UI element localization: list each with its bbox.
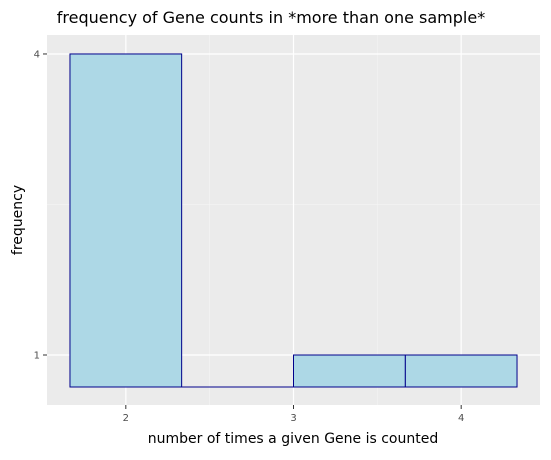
x-tick-label: 2: [123, 413, 129, 424]
x-tick-label: 3: [290, 413, 296, 424]
histogram-bar: [69, 53, 183, 388]
histogram-bars: [69, 53, 518, 388]
y-tick-label: 1: [34, 351, 40, 362]
x-axis-label: number of times a given Gene is counted: [148, 431, 438, 447]
y-tick-label: 4: [34, 49, 40, 60]
chart-title: frequency of Gene counts in *more than o…: [57, 8, 485, 27]
histogram-bar: [404, 354, 518, 388]
x-tick-label: 4: [458, 413, 464, 424]
y-axis-label: frequency: [10, 185, 26, 255]
axis-ticks: 2 3 4 1 4: [34, 49, 465, 424]
histogram-bar: [293, 354, 406, 388]
